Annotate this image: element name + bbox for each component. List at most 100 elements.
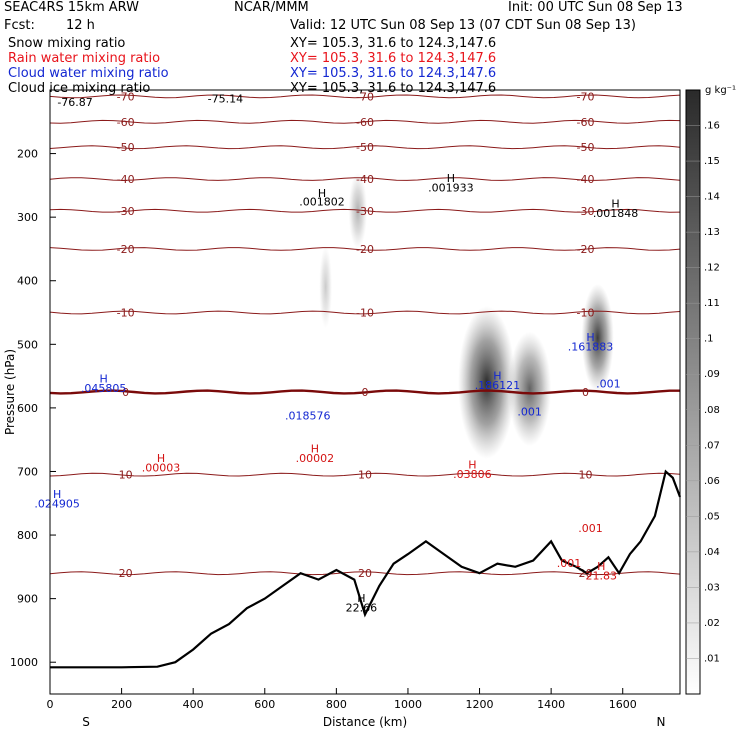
axes: 0 200 400 600 800 1000 1200 1400 160020030040050… xyxy=(10,148,637,711)
isotherm-label: -30 xyxy=(117,205,135,218)
colorbar-label: .1 xyxy=(704,334,714,345)
isotherm-label: -70 xyxy=(117,90,135,103)
model-title: SEAC4RS 15km ARW xyxy=(4,0,140,15)
field-label: .00002 xyxy=(296,452,335,465)
x-tick-label: 400 xyxy=(183,698,204,711)
ice-core-0 xyxy=(348,172,368,249)
field-label: .018576 xyxy=(285,409,331,422)
y-tick-label: 900 xyxy=(17,593,38,606)
field-label: .03806 xyxy=(453,468,492,481)
colorbar-label: .05 xyxy=(704,511,720,522)
colorbar-label: .06 xyxy=(704,476,720,487)
field-label: 21.83 xyxy=(586,570,618,583)
isotherm-label: -60 xyxy=(117,116,135,129)
y-tick-label: 200 xyxy=(17,148,38,161)
isotherm-line xyxy=(49,145,681,150)
ice-core-2 xyxy=(458,306,516,459)
y-tick-label: 600 xyxy=(17,402,38,415)
isotherm-label: 10 xyxy=(358,469,372,482)
legend-rain: Rain water mixing ratio xyxy=(8,51,161,66)
field-label: H xyxy=(311,442,319,455)
field-label: .161883 xyxy=(568,341,614,354)
y-tick-label: 700 xyxy=(17,465,38,478)
y-tick-label: 500 xyxy=(17,338,38,351)
isotherm-line xyxy=(49,177,681,181)
legend-ice: Cloud ice mixing ratio xyxy=(8,81,151,96)
isotherm-line xyxy=(49,310,681,315)
colorbar-label: .04 xyxy=(704,547,720,558)
field-label: .001 xyxy=(596,378,621,391)
isotherm-label: -30 xyxy=(356,205,374,218)
contour-labels: -76.87 -75.14H.001802H.001933H.001848H22.… xyxy=(34,93,638,615)
field-label: .001802 xyxy=(299,196,345,209)
field-label: .001 xyxy=(578,522,603,535)
x-tick-label: 1000 xyxy=(394,698,422,711)
x-tick-label: 1200 xyxy=(466,698,494,711)
field-label: .186121 xyxy=(475,379,521,392)
isotherm-line xyxy=(49,208,681,213)
valid-time: Valid: 12 UTC Sun 08 Sep 13 (07 CDT Sun … xyxy=(290,18,636,33)
isotherm-label: -40 xyxy=(577,173,595,186)
isotherm-label: -60 xyxy=(356,116,374,129)
field-label: H xyxy=(357,592,365,605)
isotherm-label: -50 xyxy=(577,141,595,154)
field-label: H xyxy=(53,488,61,501)
x-tick-label: 0 xyxy=(47,698,54,711)
colorbar-label: .02 xyxy=(704,618,720,629)
field-label: .045805 xyxy=(81,382,127,395)
colorbar-label: .16 xyxy=(704,121,720,132)
colorbar-label: .01 xyxy=(704,653,720,664)
x-tick-label: 600 xyxy=(254,698,275,711)
isotherm-label: -10 xyxy=(577,307,595,320)
colorbar-label: .08 xyxy=(704,405,720,416)
isotherm-label: -10 xyxy=(117,307,135,320)
isotherm-line xyxy=(49,119,681,124)
forecast-label: Fcst: xyxy=(4,18,35,33)
legend-cloud: Cloud water mixing ratio xyxy=(8,66,169,81)
isotherm-label: -50 xyxy=(356,141,374,154)
terrain-line xyxy=(50,469,682,669)
y-axis-label: Pressure (hPa) xyxy=(3,349,17,435)
y-tick-label: 1000 xyxy=(10,656,38,669)
colorbar-label: .13 xyxy=(704,227,720,238)
isotherm-label: -40 xyxy=(117,173,135,186)
field-label: .024905 xyxy=(34,498,80,511)
field-label: .001 xyxy=(557,557,582,570)
y-tick-label: 400 xyxy=(17,275,38,288)
isotherm-label: 20 xyxy=(119,567,133,580)
isotherm-label: -40 xyxy=(356,173,374,186)
isotherm-label: -20 xyxy=(356,243,374,256)
isotherm-line xyxy=(49,571,681,576)
colorbar-label: .12 xyxy=(704,263,720,274)
colorbar-label: .14 xyxy=(704,192,720,203)
isotherm-label: 0 xyxy=(362,386,369,399)
forecast-hours: 12 h xyxy=(66,18,95,33)
x-tick-label: 1400 xyxy=(537,698,565,711)
y-tick-label: 800 xyxy=(17,529,38,542)
colorbar-ramp xyxy=(685,89,701,695)
field-label: H xyxy=(597,560,605,573)
field-label: -75.14 xyxy=(208,93,243,106)
x-axis-label: Distance (km) xyxy=(323,715,407,729)
field-label: 22.66 xyxy=(346,601,378,614)
field-label: .001848 xyxy=(593,207,639,220)
field-label: .001 xyxy=(517,406,542,419)
field-label: H xyxy=(493,369,501,382)
legend-snow: Snow mixing ratio xyxy=(8,36,126,51)
center-label: NCAR/MMM xyxy=(234,0,309,15)
field-label: .00003 xyxy=(142,461,181,474)
field-label: -76.87 xyxy=(57,96,92,109)
isotherm-label: -20 xyxy=(117,243,135,256)
field-label: H xyxy=(100,372,108,385)
isotherm-line xyxy=(49,389,680,395)
legend-snow-xy: XY= 105.3, 31.6 to 124.3,147.6 xyxy=(290,36,497,51)
ice-core-1 xyxy=(319,245,333,329)
field-label: H xyxy=(318,187,326,200)
endpoint-right: N xyxy=(657,715,666,729)
field-label: H xyxy=(611,198,619,211)
isotherm-label: 10 xyxy=(579,469,593,482)
x-tick-label: 800 xyxy=(326,698,347,711)
legend-cloud-xy: XY= 105.3, 31.6 to 124.3,147.6 xyxy=(290,66,497,81)
isotherm-label: -50 xyxy=(117,141,135,154)
